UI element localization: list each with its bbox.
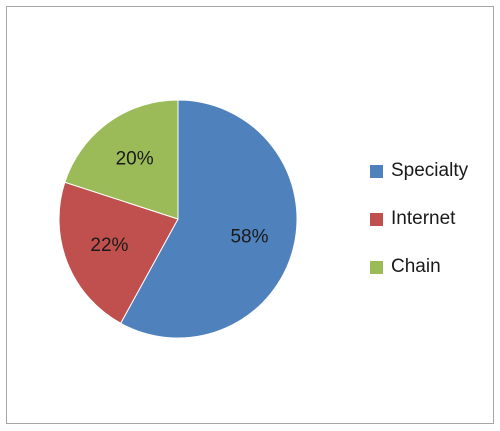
legend-label-internet: Internet xyxy=(391,208,456,229)
pie-slice-specialty xyxy=(119,99,298,339)
legend-item-specialty: Specialty xyxy=(370,160,490,182)
legend-label-chain: Chain xyxy=(391,256,441,277)
pie-slice-chain xyxy=(64,99,179,220)
pie-slice-internet xyxy=(58,181,179,324)
legend-swatch-chain xyxy=(370,260,383,274)
legend: Specialty Internet Chain xyxy=(370,160,490,304)
legend-label-specialty: Specialty xyxy=(391,160,469,181)
legend-item-internet: Internet xyxy=(370,208,490,230)
slice-label-chain: 20% xyxy=(116,148,154,169)
legend-swatch-specialty xyxy=(370,164,383,178)
slice-label-specialty: 58% xyxy=(230,226,268,247)
slice-label-internet: 22% xyxy=(90,235,128,256)
legend-item-chain: Chain xyxy=(370,256,490,278)
legend-swatch-internet xyxy=(370,212,383,226)
